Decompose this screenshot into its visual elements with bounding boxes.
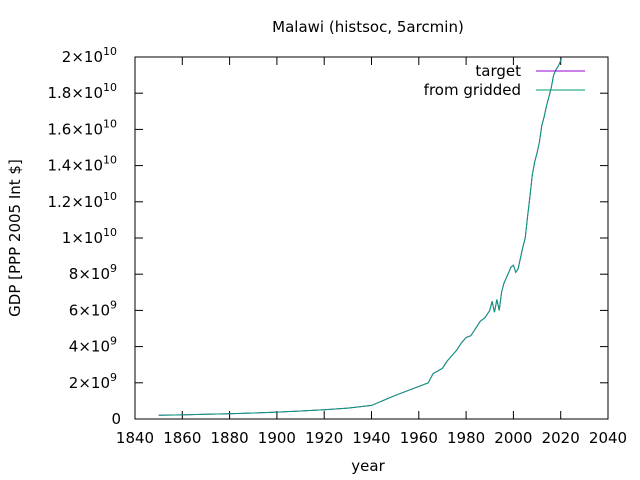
x-tick-label: 1980 (447, 429, 485, 447)
plot-frame (134, 56, 609, 420)
series-lines (158, 57, 563, 416)
x-tick-label: 1860 (163, 429, 201, 447)
series-line-0 (158, 57, 563, 416)
x-tick-label: 1920 (305, 429, 343, 447)
x-tick-label: 1900 (258, 429, 296, 447)
x-tick-label: 2000 (494, 429, 532, 447)
series-line-1 (158, 57, 563, 416)
x-tick-label: 1960 (400, 429, 438, 447)
y-tick-label: 6×109 (69, 298, 117, 319)
x-axis: 1840 1860 1880 1900 1920 1940 1960 1980 2000 2020… (116, 57, 627, 447)
y-tick-label: 0 (111, 410, 121, 428)
y-axis: 0 2×109 4×109 6×109 8×109 1×1010 1.2×1010 1.4×1… (47, 45, 608, 428)
plot-area (134, 56, 609, 420)
legend-label: target (475, 62, 521, 80)
y-tick-label: 2×1010 (62, 45, 117, 66)
x-tick-label: 1880 (211, 429, 249, 447)
chart-title: Malawi (histsoc, 5arcmin) (272, 18, 464, 36)
y-tick-label: 2×109 (69, 371, 117, 392)
y-tick-label: 1.4×1010 (47, 154, 117, 175)
x-tick-label: 1940 (352, 429, 390, 447)
x-tick-label: 1840 (116, 429, 154, 447)
x-tick-label: 2020 (542, 429, 580, 447)
legend-label: from gridded (424, 81, 521, 99)
y-tick-label: 1.8×1010 (47, 81, 117, 102)
y-tick-label: 1×1010 (62, 226, 117, 247)
x-axis-title: year (351, 457, 385, 475)
x-tick-label: 2040 (589, 429, 627, 447)
y-tick-label: 1.2×1010 (47, 190, 117, 211)
y-tick-label: 8×109 (69, 262, 117, 283)
y-axis-title: GDP [PPP 2005 Int $] (6, 159, 24, 317)
y-tick-label: 1.6×1010 (47, 117, 117, 138)
y-tick-label: 4×109 (69, 335, 117, 356)
